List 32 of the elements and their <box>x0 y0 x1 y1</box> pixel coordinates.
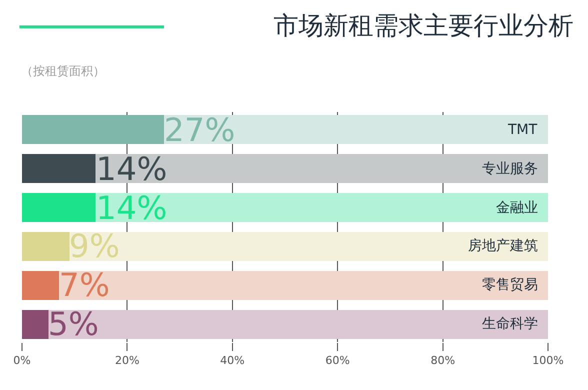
bar <box>164 115 548 144</box>
y-tick-label: TMT <box>507 122 538 138</box>
bar <box>22 115 164 144</box>
chart-title: 市场新租需求主要行业分析 <box>273 11 574 40</box>
bar <box>22 310 48 339</box>
bar <box>58 271 548 300</box>
data-label: 14% <box>96 189 168 227</box>
bar <box>96 193 548 222</box>
chart-subtitle: （按租赁面积） <box>21 64 105 78</box>
x-tick-label: 60% <box>325 354 350 368</box>
x-tick-label: 40% <box>220 354 245 368</box>
data-label: 27% <box>164 111 236 149</box>
x-tick-label: 100% <box>532 354 564 368</box>
x-tick-label: 80% <box>430 354 456 368</box>
bar <box>96 154 548 183</box>
bar <box>48 310 548 339</box>
data-label: 7% <box>59 266 110 304</box>
x-tick-label: 0% <box>13 354 31 368</box>
y-tick-label: 生命科学 <box>482 316 538 332</box>
bar <box>69 232 548 261</box>
x-tick-label: 20% <box>114 354 140 368</box>
y-tick-label: 专业服务 <box>482 161 538 177</box>
bar <box>22 193 96 222</box>
y-tick-label: 金融业 <box>496 200 538 216</box>
bar <box>22 154 96 183</box>
data-label: 14% <box>96 150 168 188</box>
bar <box>22 232 70 261</box>
y-tick-label: 零售贸易 <box>482 277 538 293</box>
y-tick-label: 房地产建筑 <box>468 238 538 254</box>
bar <box>22 271 59 300</box>
data-label: 5% <box>48 305 99 343</box>
data-label: 9% <box>69 227 120 265</box>
